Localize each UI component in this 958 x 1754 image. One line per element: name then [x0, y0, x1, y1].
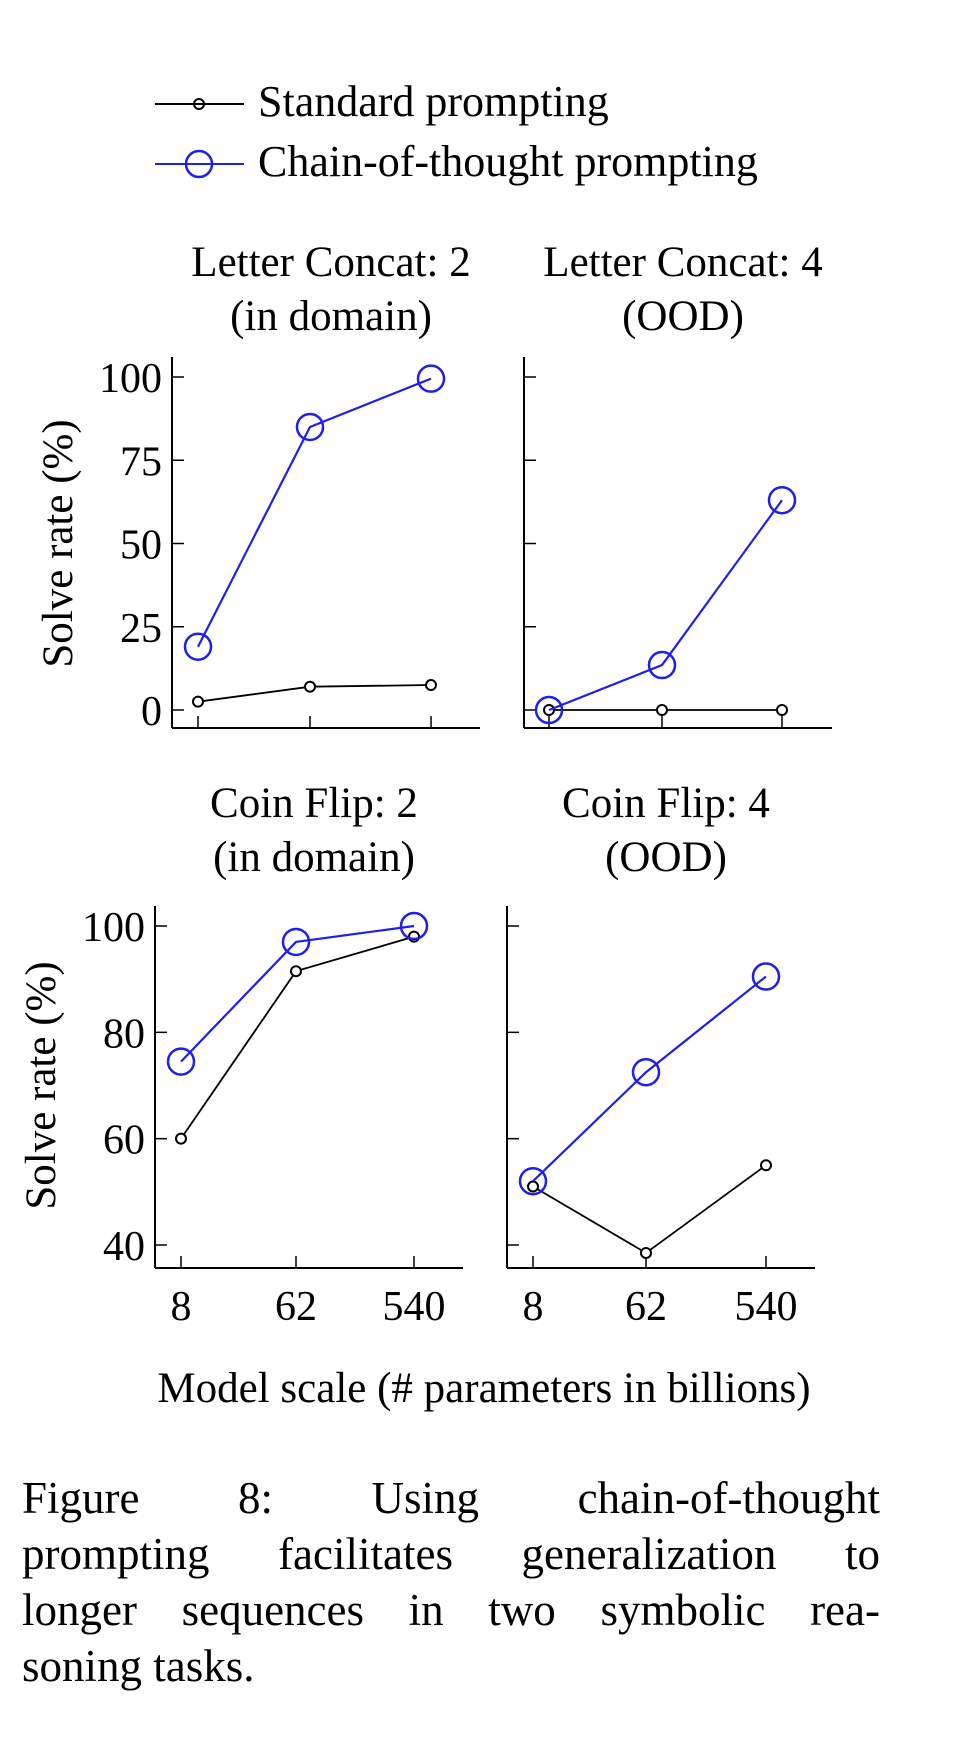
- legend-standard-marker: [193, 98, 205, 110]
- chart-title-line-1: Coin Flip: 2: [210, 780, 418, 827]
- series-line-standard: [532, 1164, 767, 1255]
- data-point-standard-62: [656, 704, 668, 716]
- y-tick-label-0: 0: [141, 689, 162, 735]
- data-point-standard-540: [425, 679, 437, 692]
- caption-line-1: Figure 8: Using chain-of-thought: [22, 1473, 880, 1523]
- chart-title-line-1: Letter Concat: 2: [191, 239, 470, 286]
- y-axis-label: Solve rate (%): [18, 961, 65, 1209]
- legend-entry-standard: Standard prompting: [155, 77, 609, 126]
- data-point-cot-8: [166, 1047, 196, 1076]
- legend-standard-label: Standard prompting: [258, 77, 609, 126]
- shared-x-axis-label: Model scale (# parameters in billions): [157, 1365, 810, 1412]
- panel-letter-concat-2: Letter Concat: 2 (in domain) 0 25 50 75 100 Sol…: [35, 239, 480, 735]
- data-point-cot-62: [647, 650, 677, 680]
- x-tick-label-8: 8: [171, 1284, 192, 1330]
- series-line-cot: [532, 975, 767, 1182]
- caption-line-4: soning tasks.: [22, 1641, 255, 1691]
- data-point-cot-62: [281, 927, 311, 957]
- data-point-cot-540: [751, 962, 781, 991]
- series-line-cot: [197, 377, 432, 648]
- panel-coin-flip-2: Coin Flip: 2 (in domain) 40 60 80 100 8 62 540 So…: [18, 780, 463, 1330]
- legend: Standard prompting Chain-of-thought prom…: [155, 77, 758, 186]
- data-point-cot-540: [399, 911, 429, 941]
- data-point-cot-62: [631, 1057, 661, 1087]
- chart-title-line-2: (OOD): [622, 293, 744, 340]
- y-tick-label-25: 25: [120, 606, 162, 652]
- y-tick-label-80: 80: [103, 1011, 145, 1057]
- data-point-standard-62: [290, 965, 302, 978]
- data-point-cot-8: [518, 1166, 548, 1196]
- data-point-cot-8: [183, 632, 213, 661]
- chart-title-line-1: Letter Concat: 4: [543, 239, 822, 286]
- panel-coin-flip-4: Coin Flip: 4 (OOD) 8 62 540: [506, 780, 815, 1330]
- x-tick-label-8: 8: [523, 1284, 544, 1330]
- y-tick-label-75: 75: [120, 439, 162, 485]
- chart-title-line-1: Coin Flip: 4: [562, 780, 770, 827]
- data-point-standard-8: [192, 695, 204, 708]
- y-tick-label-100: 100: [82, 905, 145, 951]
- figure-caption: Figure 8: Using chain-of-thought prompti…: [22, 1470, 880, 1694]
- x-tick-label-540: 540: [735, 1284, 798, 1330]
- x-tick-label-62: 62: [275, 1284, 317, 1330]
- data-point-standard-62: [640, 1246, 652, 1259]
- caption-line-3: longer sequences in two symbolic rea-: [22, 1585, 880, 1635]
- figure-canvas: Standard prompting Chain-of-thought prom…: [18, 77, 832, 1412]
- chart-title-line-2: (OOD): [605, 834, 727, 881]
- caption-line-2: prompting facilitates generalization to: [22, 1529, 880, 1579]
- series-line-cot: [180, 924, 415, 1063]
- legend-cot-marker: [184, 149, 214, 179]
- data-point-cot-540: [416, 364, 446, 393]
- data-point-cot-540: [767, 485, 797, 515]
- y-tick-label-60: 60: [103, 1118, 145, 1164]
- y-tick-label-40: 40: [103, 1224, 145, 1270]
- legend-cot-label: Chain-of-thought prompting: [258, 137, 758, 186]
- legend-entry-cot: Chain-of-thought prompting: [155, 137, 758, 186]
- chart-title-line-2: (in domain): [213, 834, 415, 881]
- x-tick-label-62: 62: [625, 1284, 667, 1330]
- y-tick-label-50: 50: [120, 523, 162, 569]
- x-tick-label-540: 540: [383, 1284, 446, 1330]
- data-point-standard-540: [776, 704, 788, 716]
- y-axis-label: Solve rate (%): [35, 419, 82, 667]
- panel-letter-concat-4: Letter Concat: 4 (OOD): [523, 239, 832, 729]
- data-point-standard-8: [175, 1132, 187, 1145]
- data-point-standard-540: [760, 1159, 772, 1172]
- chart-title-line-2: (in domain): [230, 293, 432, 340]
- data-point-cot-62: [295, 412, 325, 442]
- data-point-standard-8: [527, 1180, 539, 1193]
- data-point-standard-62: [304, 680, 316, 693]
- y-tick-label-100: 100: [99, 356, 162, 402]
- series-line-cot: [548, 499, 783, 712]
- data-point-cot-8: [534, 695, 564, 725]
